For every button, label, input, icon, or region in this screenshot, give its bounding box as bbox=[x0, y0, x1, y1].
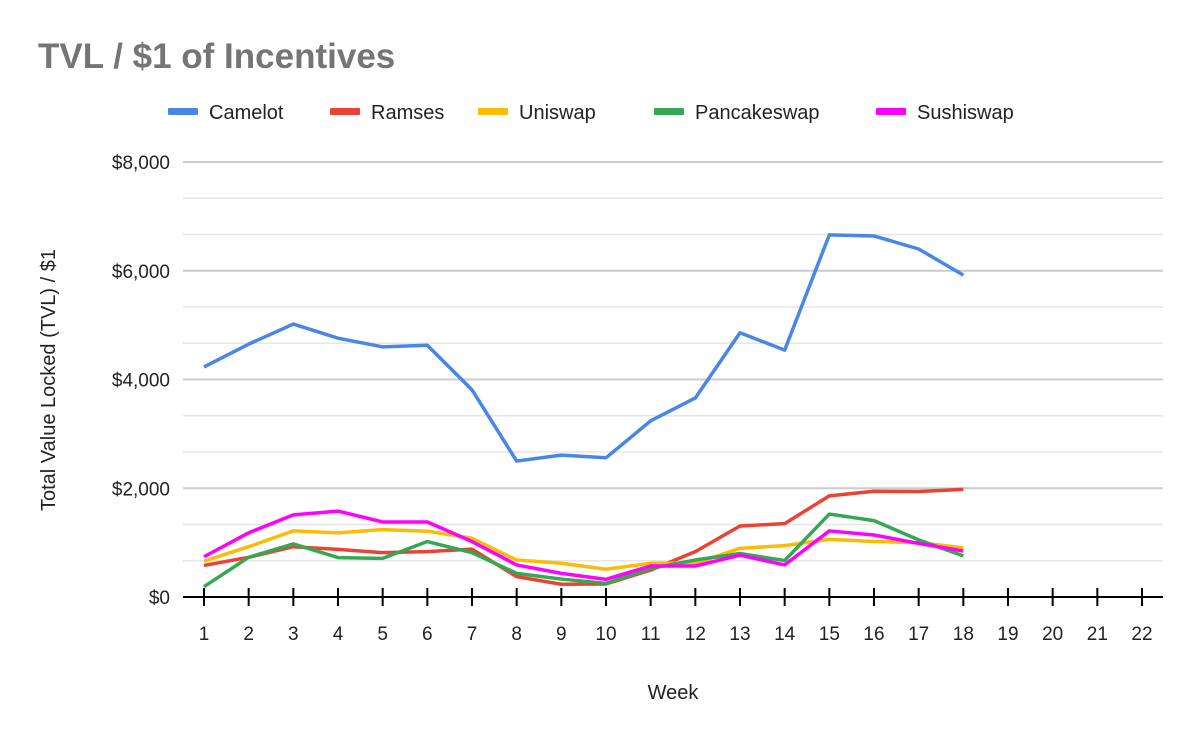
y-axis-title: Total Value Locked (TVL) / $1 bbox=[38, 249, 60, 511]
x-tick-label: 21 bbox=[1087, 624, 1108, 645]
series-line-ramses bbox=[204, 489, 963, 584]
x-tick-label: 19 bbox=[997, 624, 1018, 645]
legend-label: Ramses bbox=[371, 102, 444, 124]
legend-swatch-uniswap bbox=[478, 108, 508, 115]
x-tick-label: 3 bbox=[288, 624, 299, 645]
x-tick-label: 7 bbox=[467, 624, 478, 645]
x-tick-label: 10 bbox=[595, 624, 616, 645]
legend-swatch-sushiswap bbox=[876, 108, 906, 115]
x-tick-label: 17 bbox=[908, 624, 929, 645]
x-tick-label: 5 bbox=[377, 624, 388, 645]
y-axis-ticks: $0 $2,000 $4,000 $6,000 $8,000 bbox=[112, 153, 170, 609]
y-tick-label: $0 bbox=[149, 588, 170, 609]
x-tick-label: 9 bbox=[556, 624, 567, 645]
y-tick-label: $2,000 bbox=[112, 479, 170, 500]
x-tick-label: 14 bbox=[774, 624, 796, 645]
legend-label: Sushiswap bbox=[917, 102, 1014, 124]
x-tick-label: 12 bbox=[685, 624, 706, 645]
legend-swatch-pancakeswap bbox=[654, 108, 684, 115]
legend-label: Camelot bbox=[209, 102, 284, 124]
series-line-camelot bbox=[204, 235, 963, 461]
x-tick-label: 6 bbox=[422, 624, 433, 645]
x-axis-title: Week bbox=[648, 682, 700, 704]
legend-label: Pancakeswap bbox=[695, 102, 820, 124]
legend-swatch-ramses bbox=[330, 108, 360, 115]
x-tick-label: 8 bbox=[511, 624, 522, 645]
series-line-sushiswap bbox=[204, 511, 963, 579]
x-tick-label: 16 bbox=[863, 624, 884, 645]
chart-title: TVL / $1 of Incentives bbox=[38, 37, 395, 76]
x-tick-label: 15 bbox=[819, 624, 840, 645]
y-tick-label: $4,000 bbox=[112, 371, 170, 392]
y-tick-label: $8,000 bbox=[112, 153, 170, 174]
legend: Camelot Ramses Uniswap Pancakeswap Sushiswap bbox=[168, 102, 1014, 124]
x-tick-label: 4 bbox=[333, 624, 344, 645]
x-tick-label: 11 bbox=[641, 624, 661, 645]
y-tick-label: $6,000 bbox=[112, 262, 170, 283]
gridlines bbox=[183, 162, 1163, 561]
legend-swatch-camelot bbox=[168, 108, 198, 115]
x-tick-label: 22 bbox=[1131, 624, 1152, 645]
x-tick-label: 1 bbox=[199, 624, 210, 645]
x-tick-label: 13 bbox=[729, 624, 750, 645]
series-lines bbox=[204, 235, 964, 587]
x-tick-label: 20 bbox=[1042, 624, 1063, 645]
x-tick-label: 18 bbox=[953, 624, 974, 645]
x-tick-label: 2 bbox=[243, 624, 254, 645]
legend-label: Uniswap bbox=[519, 102, 596, 124]
